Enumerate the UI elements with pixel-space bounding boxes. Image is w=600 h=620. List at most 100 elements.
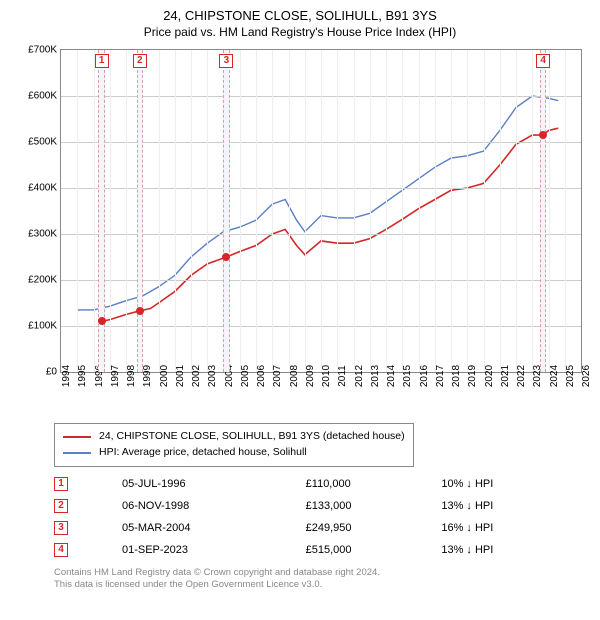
x-tick-label: 2014 xyxy=(386,365,397,387)
footer-line1: Contains HM Land Registry data © Crown c… xyxy=(54,567,590,579)
sale-delta: 10% ↓ HPI xyxy=(441,473,590,495)
footer-text: Contains HM Land Registry data © Crown c… xyxy=(54,567,590,592)
legend-swatch xyxy=(63,452,91,454)
gridline-v xyxy=(484,50,485,372)
legend-swatch xyxy=(63,436,91,438)
sale-marker-band xyxy=(223,50,230,372)
sale-date: 01-SEP-2023 xyxy=(122,539,306,561)
x-tick-label: 2024 xyxy=(549,365,560,387)
sale-price: £133,000 xyxy=(306,495,442,517)
gridline-v xyxy=(402,50,403,372)
gridline-v xyxy=(321,50,322,372)
plot-region: £0£100K£200K£300K£400K£500K£600K£700K199… xyxy=(60,49,582,373)
x-tick-label: 2015 xyxy=(402,365,413,387)
x-tick-label: 2017 xyxy=(435,365,446,387)
x-tick-label: 2002 xyxy=(191,365,202,387)
x-tick-label: 2012 xyxy=(354,365,365,387)
sale-marker-badge: 4 xyxy=(536,54,550,68)
gridline-v xyxy=(305,50,306,372)
x-tick-label: 2005 xyxy=(240,365,251,387)
sale-date: 05-MAR-2004 xyxy=(122,517,306,539)
y-tick-label: £400K xyxy=(28,183,57,194)
gridline-v xyxy=(435,50,436,372)
gridline-v xyxy=(370,50,371,372)
gridline-v xyxy=(467,50,468,372)
y-tick-label: £700K xyxy=(28,45,57,56)
chart-area: £0 £100K £200K £300K £400K £500K £600K £700K 199… xyxy=(10,45,590,415)
x-tick-label: 1997 xyxy=(110,365,121,387)
sale-delta: 16% ↓ HPI xyxy=(441,517,590,539)
x-tick-label: 2007 xyxy=(272,365,283,387)
x-tick-label: 2013 xyxy=(370,365,381,387)
sale-delta: 13% ↓ HPI xyxy=(441,539,590,561)
x-tick-label: 2021 xyxy=(500,365,511,387)
x-tick-label: 2022 xyxy=(516,365,527,387)
x-tick-label: 2026 xyxy=(581,365,592,387)
y-tick-label: £300K xyxy=(28,229,57,240)
y-tick-label: £200K xyxy=(28,275,57,286)
gridline-v xyxy=(175,50,176,372)
series-line xyxy=(102,128,559,321)
gridline-v xyxy=(110,50,111,372)
gridline-v xyxy=(77,50,78,372)
sale-marker-band xyxy=(540,50,547,372)
x-tick-label: 1999 xyxy=(142,365,153,387)
chart-subtitle: Price paid vs. HM Land Registry's House … xyxy=(10,25,590,39)
chart-title: 24, CHIPSTONE CLOSE, SOLIHULL, B91 3YS xyxy=(10,8,590,23)
x-tick-label: 1994 xyxy=(61,365,72,387)
gridline-v xyxy=(159,50,160,372)
gridline-v xyxy=(354,50,355,372)
gridline-v xyxy=(451,50,452,372)
gridline-v xyxy=(565,50,566,372)
x-tick-label: 2025 xyxy=(565,365,576,387)
y-tick-label: £100K xyxy=(28,321,57,332)
legend-row: 24, CHIPSTONE CLOSE, SOLIHULL, B91 3YS (… xyxy=(63,429,405,445)
y-tick-label: £500K xyxy=(28,137,57,148)
sale-date: 06-NOV-1998 xyxy=(122,495,306,517)
sale-marker-badge: 3 xyxy=(219,54,233,68)
gridline-v xyxy=(516,50,517,372)
x-tick-label: 2003 xyxy=(207,365,218,387)
x-tick-label: 2010 xyxy=(321,365,332,387)
x-tick-label: 2011 xyxy=(337,365,348,387)
gridline-v xyxy=(126,50,127,372)
x-tick-label: 2006 xyxy=(256,365,267,387)
x-tick-label: 2008 xyxy=(289,365,300,387)
gridline-v xyxy=(500,50,501,372)
gridline-v xyxy=(240,50,241,372)
y-tick-label: £0 xyxy=(46,367,57,378)
gridline-v xyxy=(386,50,387,372)
x-tick-label: 2020 xyxy=(484,365,495,387)
row-badge: 4 xyxy=(54,543,68,557)
x-tick-label: 2019 xyxy=(467,365,478,387)
chart-container: 24, CHIPSTONE CLOSE, SOLIHULL, B91 3YS P… xyxy=(0,0,600,620)
table-row: 206-NOV-1998£133,00013% ↓ HPI xyxy=(54,495,590,517)
gridline-v xyxy=(549,50,550,372)
sale-price: £110,000 xyxy=(306,473,442,495)
row-badge: 1 xyxy=(54,477,68,491)
y-tick-label: £600K xyxy=(28,91,57,102)
sale-marker-badge: 1 xyxy=(95,54,109,68)
series-line xyxy=(77,96,558,310)
gridline-v xyxy=(191,50,192,372)
legend-row: HPI: Average price, detached house, Soli… xyxy=(63,445,405,461)
sales-table: 1 05-JUL-1996£110,00010% ↓ HPI206-NOV-199… xyxy=(54,473,590,561)
x-tick-label: 2001 xyxy=(175,365,186,387)
x-tick-label: 2009 xyxy=(305,365,316,387)
table-row: 305-MAR-2004£249,95016% ↓ HPI xyxy=(54,517,590,539)
table-row: 401-SEP-2023£515,00013% ↓ HPI xyxy=(54,539,590,561)
gridline-v xyxy=(256,50,257,372)
gridline-v xyxy=(337,50,338,372)
sale-point-dot xyxy=(136,307,144,315)
table-row: 1 05-JUL-1996£110,00010% ↓ HPI xyxy=(54,473,590,495)
gridline-v xyxy=(532,50,533,372)
legend-label: 24, CHIPSTONE CLOSE, SOLIHULL, B91 3YS (… xyxy=(99,429,405,445)
sale-point-dot xyxy=(222,253,230,261)
gridline-v xyxy=(289,50,290,372)
gridline-v xyxy=(207,50,208,372)
gridline-v xyxy=(272,50,273,372)
sale-date: 05-JUL-1996 xyxy=(122,473,306,495)
footer-line2: This data is licensed under the Open Gov… xyxy=(54,579,590,591)
x-tick-label: 1995 xyxy=(77,365,88,387)
legend-label: HPI: Average price, detached house, Soli… xyxy=(99,445,307,461)
